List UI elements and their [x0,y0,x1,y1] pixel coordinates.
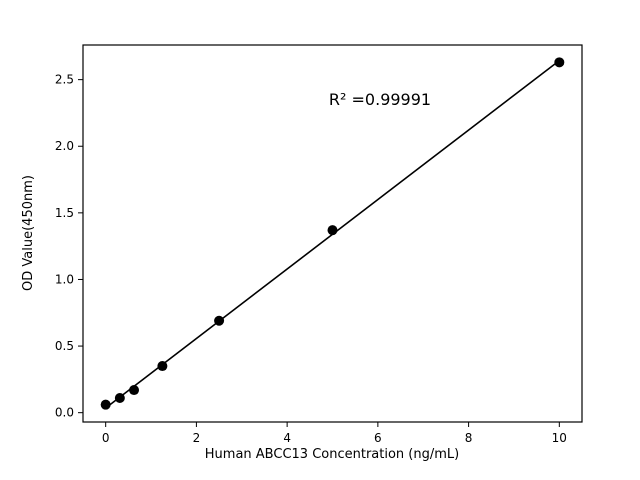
data-point [214,315,225,326]
plot-area [82,44,583,423]
x-tick-label: 10 [552,431,567,445]
y-axis-ticks: 0.0 0.5 1.0 1.5 2.0 2.5 [55,73,83,420]
y-tick-label: 2.5 [55,73,74,87]
y-tick-label: 1.5 [55,206,74,220]
x-axis-ticks: 0 2 4 6 8 10 [102,422,567,445]
data-point [100,399,111,410]
y-tick-label: 0.5 [55,339,74,353]
data-point [327,225,338,236]
x-tick-label: 6 [374,431,382,445]
x-axis-label: Human ABCC13 Concentration (ng/mL) [205,447,459,462]
r-squared-annotation: R² =0.99991 [329,90,431,109]
data-point [114,393,125,404]
x-tick-label: 2 [193,431,201,445]
y-tick-label: 1.0 [55,272,74,286]
y-tick-label: 0.0 [55,406,74,420]
data-point [554,57,565,68]
x-tick-label: 0 [102,431,110,445]
data-point [157,361,168,372]
data-points [100,57,565,410]
data-point [129,385,140,396]
x-tick-label: 8 [465,431,473,445]
y-tick-label: 2.0 [55,139,74,153]
y-axis-label: OD Value(450nm) [21,175,36,291]
x-tick-label: 4 [283,431,291,445]
